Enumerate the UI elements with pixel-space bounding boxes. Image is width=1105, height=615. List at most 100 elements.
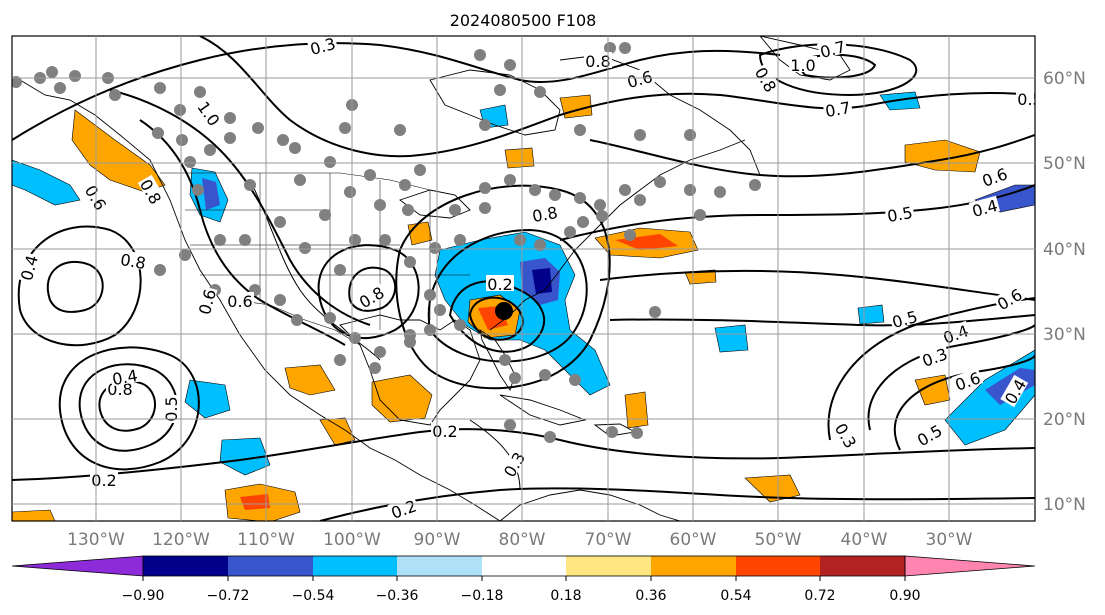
station-markers (12, 42, 761, 443)
station-dot (449, 204, 461, 216)
latitude-tick-label: 60°N (1043, 69, 1086, 89)
map-frame (11, 35, 1036, 522)
shade-mexico-mid (284, 364, 336, 396)
gulf-coast (339, 314, 481, 426)
contour-north-2 (199, 36, 1035, 158)
station-dot (604, 42, 616, 54)
station-dot (109, 89, 121, 101)
contour-label-bg (816, 36, 849, 60)
contour-mid-band-4 (589, 134, 1035, 178)
latitude-tick-label: 40°N (1043, 240, 1086, 260)
station-dot (634, 129, 646, 141)
station-dot (402, 204, 414, 216)
station-dot (529, 184, 541, 196)
station-dot (252, 122, 264, 134)
contour-label-bg (354, 282, 388, 311)
station-dot (404, 256, 416, 268)
contour-label: 1.0 (789, 56, 817, 75)
contour-label-bg (499, 447, 528, 481)
longitude-tick-label: 50°W (755, 530, 802, 550)
contour-label-bg (431, 422, 459, 438)
station-dot (684, 129, 696, 141)
station-dot (619, 184, 631, 196)
contour-label-text: 0.7 (824, 98, 852, 121)
contour-label-bg (82, 180, 111, 214)
latitude-tick-label: 30°N (1043, 325, 1086, 345)
station-dot (694, 209, 706, 221)
contour-label: 0.5 (1016, 90, 1042, 109)
station-dot (514, 234, 526, 246)
shade-rockies-core (202, 178, 220, 210)
station-dot (46, 66, 58, 78)
station-dot (334, 354, 346, 366)
colorbar-bin (143, 556, 228, 576)
shade-labrador (879, 91, 921, 111)
station-dot (631, 427, 643, 439)
contour-storm-2 (468, 296, 524, 341)
station-dot (534, 239, 546, 251)
longitude-tick-label: 90°W (414, 530, 461, 550)
contour-label-bg (951, 367, 984, 393)
contour-label-text: 0.5 (1017, 90, 1042, 109)
longitude-tick-label: 100°W (323, 530, 381, 550)
latitude-labels: 60°N 50°N 40°N 30°N 20°N 10°N (1043, 69, 1086, 515)
colorbar-bin (228, 556, 313, 576)
contour-gulf-low (348, 266, 397, 312)
station-dot (574, 192, 586, 204)
colorbar-bin (820, 556, 905, 576)
station-dot (176, 134, 188, 146)
station-dot (204, 144, 216, 156)
contour-label-bg (195, 96, 225, 129)
contour-mid-band-3 (609, 314, 1035, 327)
contour-thin-2 (469, 419, 521, 491)
colorbar-bin (397, 556, 482, 576)
station-dot (504, 419, 516, 431)
station-dot (534, 86, 546, 98)
station-dot (749, 179, 761, 191)
shade-canada-east (904, 139, 981, 173)
contour-label-bg (978, 163, 1011, 189)
shade-sw-ocean (12, 509, 56, 521)
station-dot (504, 174, 516, 186)
contour-south-02 (12, 428, 1035, 481)
station-dot (344, 186, 356, 198)
contour-label-bg (387, 495, 420, 521)
contour-label: 0.6 (226, 292, 254, 311)
shade-ontario (504, 147, 535, 169)
contour-label-bg (118, 249, 149, 271)
north-america-west-coast (19, 79, 501, 521)
longitude-tick-label: 40°W (841, 530, 888, 550)
station-dot (714, 186, 726, 198)
contour-label-text: 0.4 (111, 366, 139, 389)
colorbar-bin (566, 556, 651, 576)
station-dot (374, 199, 386, 211)
station-dot (649, 306, 661, 318)
station-dot (564, 226, 576, 238)
colorbar-extend-low (11, 555, 144, 577)
station-dot (479, 119, 491, 131)
station-dot (339, 122, 351, 134)
contour-label-text: 0.2 (432, 422, 457, 441)
storm-center-marker (495, 302, 513, 320)
contour-label-bg (992, 284, 1026, 313)
station-dot (424, 289, 436, 301)
contour-label: 0.3 (306, 36, 339, 59)
station-dot (606, 426, 618, 438)
contour-label-bg (162, 395, 178, 423)
station-dot (319, 209, 331, 221)
station-dot (424, 324, 436, 336)
station-dot (414, 164, 426, 176)
station-dot (594, 199, 606, 211)
map-panel: 0.3 0.71.00.70.80.60.80.60.5 0.41.00.60.80… (12, 36, 1042, 521)
contour-label-bg (584, 52, 612, 68)
contour-label-text: 0.2 (487, 275, 512, 294)
station-dot (12, 76, 22, 88)
contour-label-text: 0.5 (162, 396, 181, 421)
contour-label-bg (1016, 90, 1035, 106)
colorbar-tick-label: −0.18 (461, 588, 504, 604)
contour-north-1 (12, 42, 781, 141)
station-dot (364, 169, 376, 181)
station-dot (294, 174, 306, 186)
station-dot (274, 294, 286, 306)
